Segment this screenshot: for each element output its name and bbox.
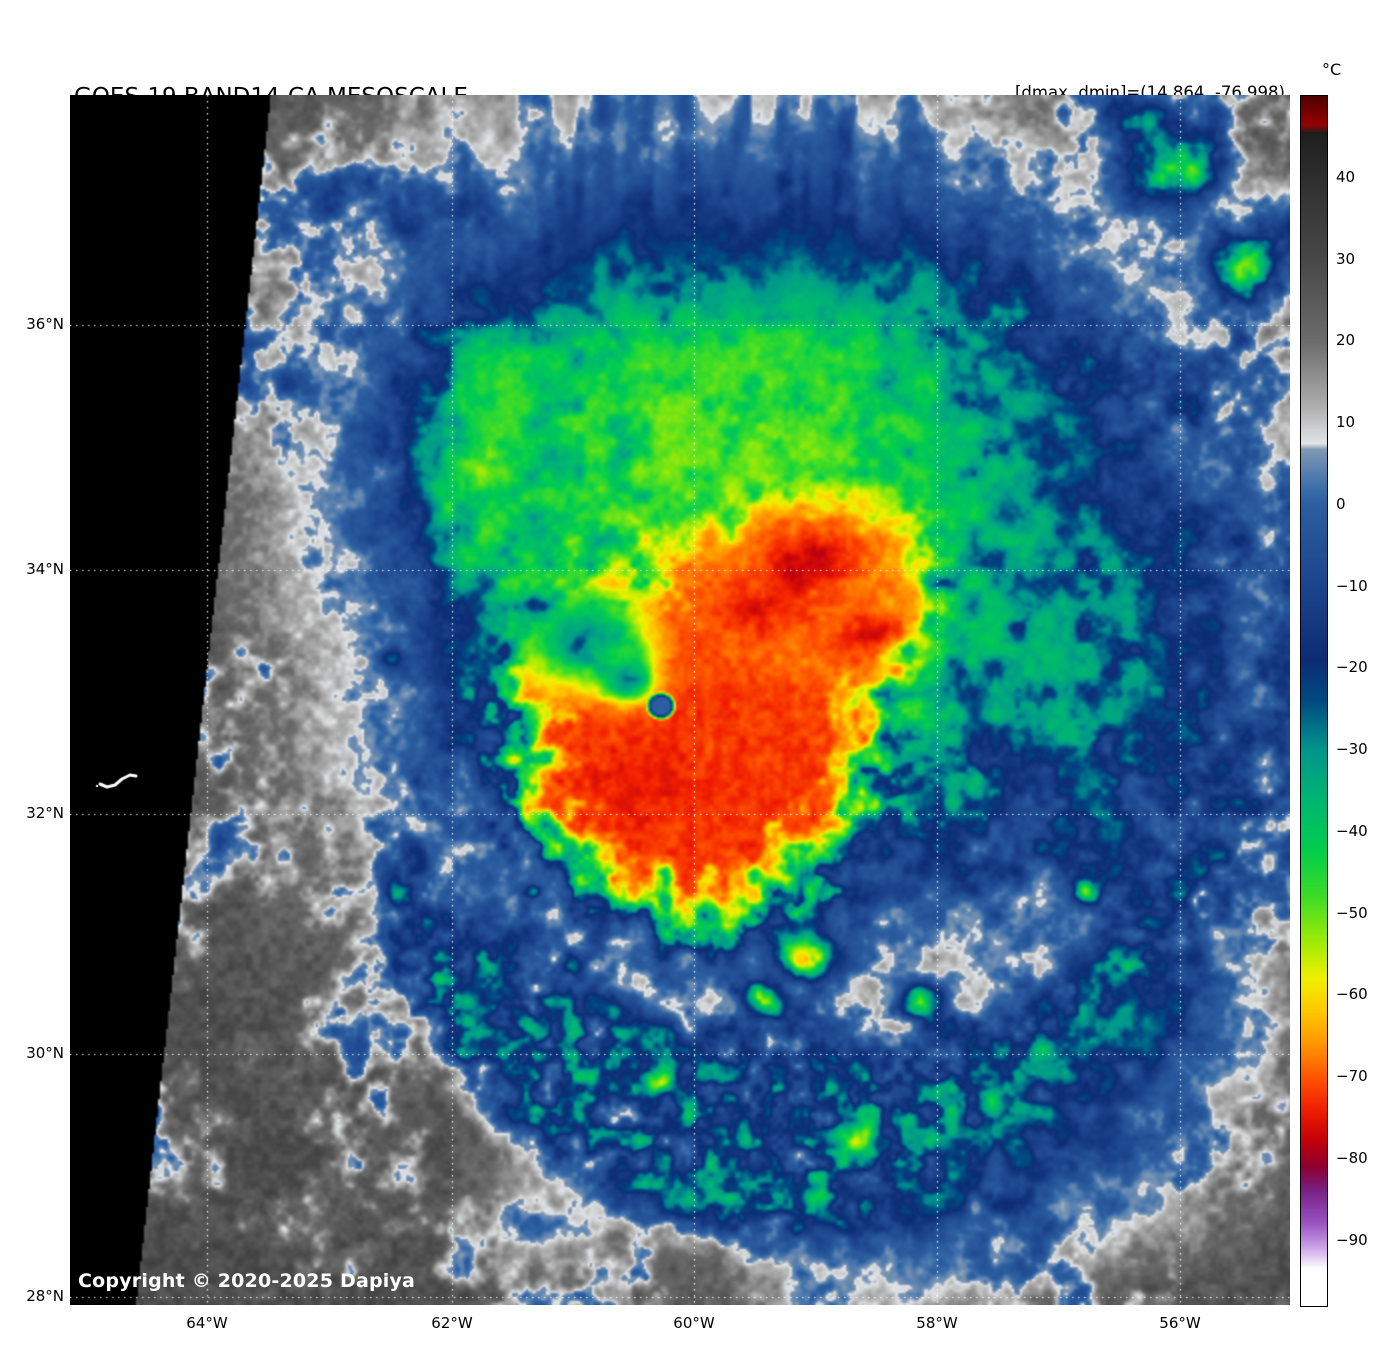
latitude-tick-label: 32°N <box>26 804 64 822</box>
copyright-label: Copyright © 2020-2025 Dapiya <box>78 1270 416 1292</box>
latitude-tick-label: 30°N <box>26 1044 64 1062</box>
colorbar-tick-label: 40 <box>1336 167 1356 186</box>
colorbar-tick-label: −70 <box>1336 1067 1368 1086</box>
colorbar-tick-label: −40 <box>1336 821 1368 840</box>
colorbar-tick-label: −60 <box>1336 985 1368 1004</box>
colorbar-tick-label: −50 <box>1336 903 1368 922</box>
longitude-tick-label: 62°W <box>431 1314 473 1332</box>
latitude-tick-label: 28°N <box>26 1287 64 1305</box>
latitude-tick-label: 36°N <box>26 315 64 333</box>
colorbar-tick-label: 10 <box>1336 413 1356 432</box>
longitude-tick-label: 56°W <box>1159 1314 1201 1332</box>
colorbar-tick-label: 20 <box>1336 331 1356 350</box>
colorbar <box>1300 95 1328 1307</box>
colorbar-tick-label: 0 <box>1336 494 1346 513</box>
colorbar-tick-label: −20 <box>1336 658 1368 677</box>
satellite-ir-image <box>70 95 1290 1305</box>
colorbar-tick-label: −80 <box>1336 1148 1368 1167</box>
colorbar-tick-label: −90 <box>1336 1230 1368 1249</box>
colorbar-tick-label: −30 <box>1336 740 1368 759</box>
colorbar-tick-label: 30 <box>1336 249 1356 268</box>
longitude-tick-label: 64°W <box>186 1314 228 1332</box>
longitude-tick-label: 60°W <box>673 1314 715 1332</box>
longitude-tick-label: 58°W <box>916 1314 958 1332</box>
latitude-tick-label: 34°N <box>26 560 64 578</box>
colorbar-unit-label: °C <box>1322 60 1342 79</box>
colorbar-tick-label: −10 <box>1336 576 1368 595</box>
